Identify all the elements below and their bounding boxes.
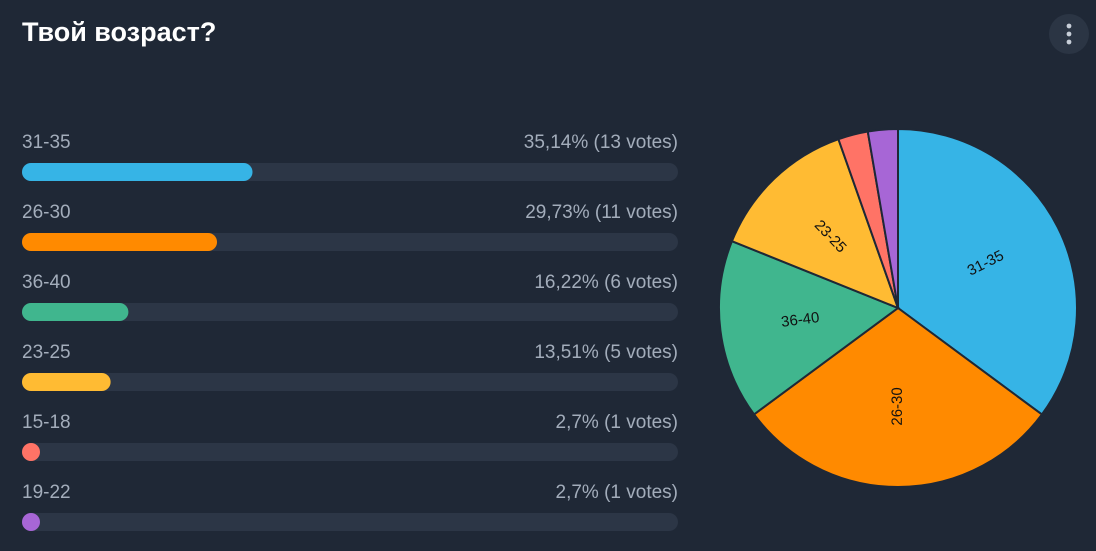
option-label: 36-40 <box>22 272 71 293</box>
poll-title: Твой возраст? <box>22 17 216 47</box>
bar <box>22 443 40 461</box>
slice-label: 26-30 <box>889 387 906 425</box>
bar-track <box>22 373 678 391</box>
bar <box>22 163 253 181</box>
option-result: 16,22% (6 votes) <box>534 272 678 293</box>
option-label: 26-30 <box>22 202 71 223</box>
pie-slice <box>897 127 1078 416</box>
option-label: 23-25 <box>22 342 71 363</box>
menu-dot <box>1066 23 1072 29</box>
pie-slice <box>718 239 901 416</box>
bar <box>22 233 218 251</box>
option-result: 35,14% (13 votes) <box>524 132 678 153</box>
pie-slice <box>866 127 899 309</box>
bar-track <box>22 513 678 531</box>
menu-button[interactable] <box>1049 14 1089 54</box>
bar <box>22 303 129 321</box>
option-result: 13,51% (5 votes) <box>534 342 678 363</box>
slice-label: 36-40 <box>780 309 820 331</box>
option-result: 29,73% (11 votes) <box>525 202 678 223</box>
pie-slice <box>752 306 1044 488</box>
option-result: 2,7% (1 votes) <box>556 482 679 503</box>
bar-track <box>22 303 678 321</box>
option-label: 19-22 <box>22 482 71 503</box>
menu-dot <box>1066 31 1072 37</box>
bar <box>22 373 111 391</box>
pie-slice <box>730 137 900 310</box>
bar <box>22 513 40 531</box>
option-label: 31-35 <box>22 132 71 153</box>
option-label: 15-18 <box>22 412 71 433</box>
option-result: 2,7% (1 votes) <box>556 412 679 433</box>
menu-dot <box>1066 39 1072 45</box>
bar-track <box>22 443 678 461</box>
